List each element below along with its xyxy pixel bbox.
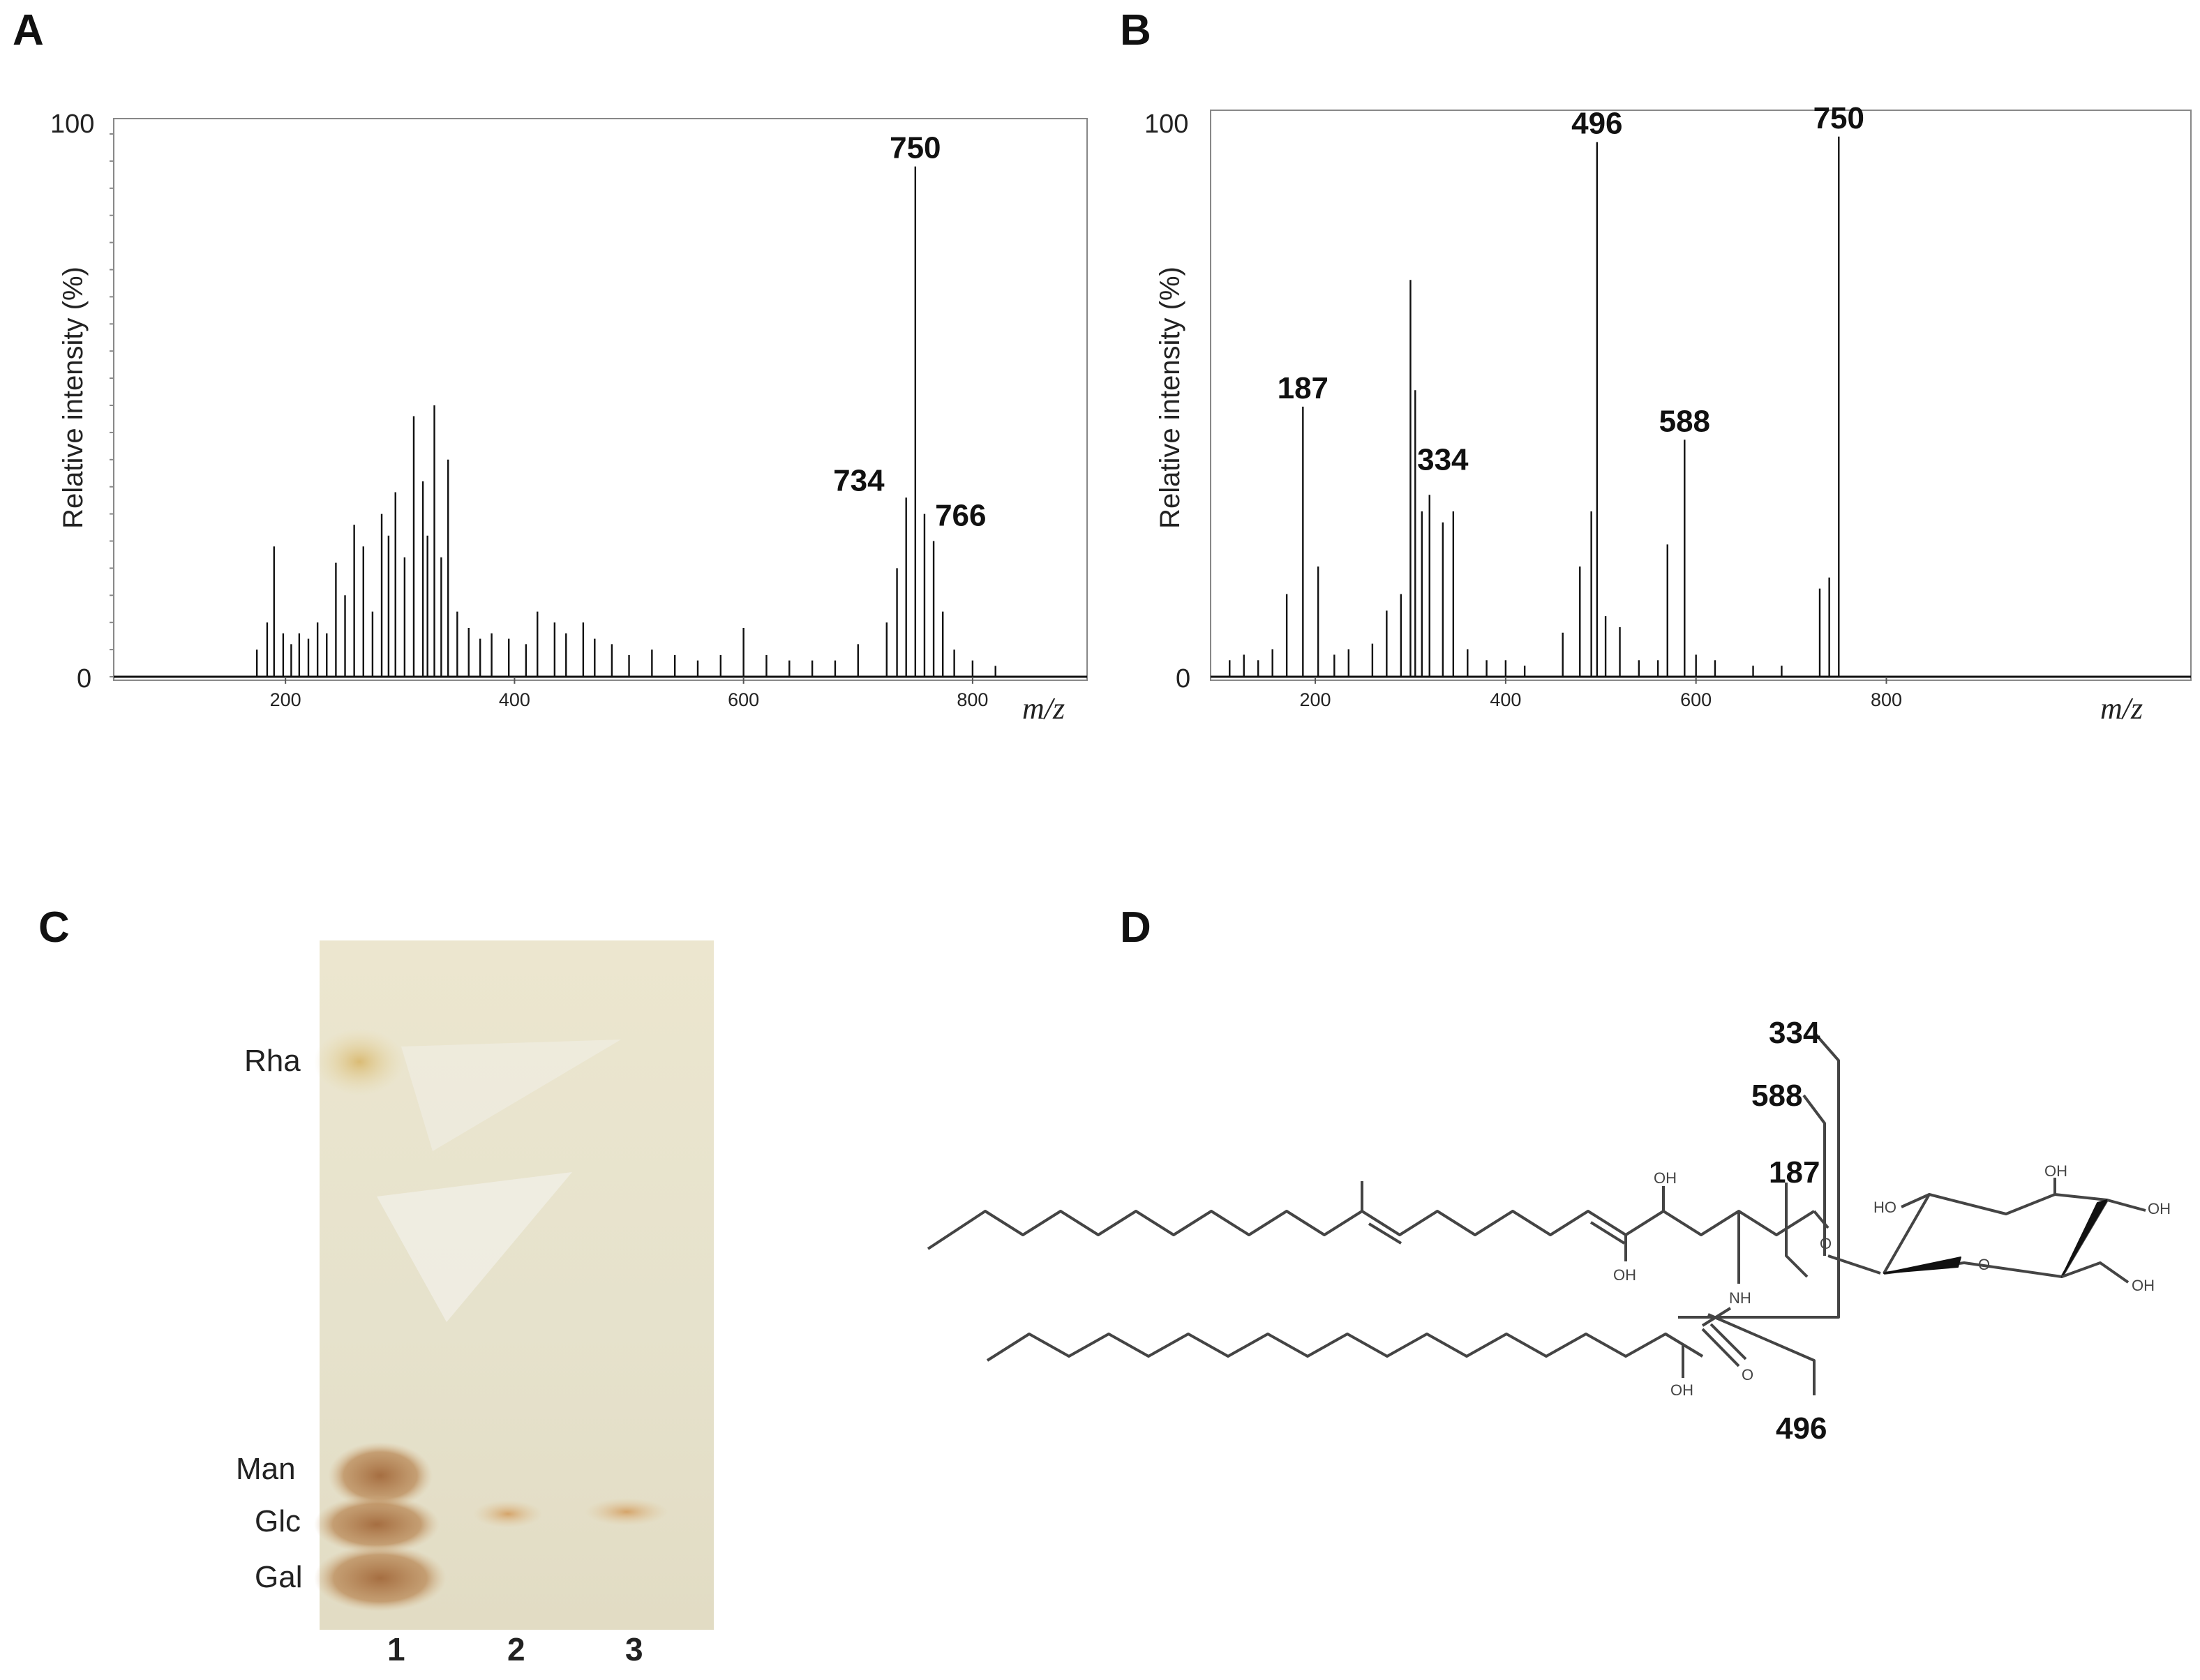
spot-glc-lane2 [473, 1500, 543, 1528]
sphingoid-chain [927, 1210, 1816, 1250]
panel-label-c: C [38, 903, 70, 952]
atom-oh-enol: OH [1613, 1266, 1636, 1284]
sugar-ring [1883, 1193, 2109, 1278]
fragment-line-187 [1785, 1183, 1809, 1278]
x-ticks-b: 200 400 600 800 [1300, 677, 1902, 710]
ring-oh-bond [1901, 1193, 1930, 1208]
wedge-bond [2061, 1199, 2108, 1277]
x-tick-label: 600 [728, 689, 759, 710]
plot-frame-b [1210, 110, 2192, 681]
peak-label: 750 [1813, 101, 1864, 135]
y-tick-100-a: 100 [50, 110, 94, 139]
fragment-line-496 [1707, 1313, 1816, 1395]
x-tick-label: 400 [499, 689, 530, 710]
panel-label-a: A [13, 6, 44, 54]
double-bond-1 [1368, 1222, 1402, 1245]
y-tick-0-b: 0 [1176, 664, 1190, 693]
lane-label-2: 2 [507, 1631, 525, 1667]
peak-label: 766 [935, 499, 986, 533]
x-tick-label: 800 [1871, 689, 1902, 710]
x-tick-label: 200 [1300, 689, 1331, 710]
peak-label: 734 [833, 463, 885, 497]
fragment-label-334: 334 [1769, 1016, 1820, 1050]
atom-o-carbonyl: O [1742, 1366, 1753, 1383]
x-ticks-a: 200 400 600 800 [270, 677, 988, 710]
y-axis-label-b: Relative intensity (%) [1155, 267, 1185, 529]
spot-glc-lane1 [314, 1495, 440, 1554]
peak-label: 334 [1417, 443, 1469, 477]
atom-o-ring: O [1978, 1256, 1990, 1273]
plot-frame-a [113, 118, 1088, 681]
tlc-plate [314, 940, 714, 1630]
chemical-structure [927, 1031, 2146, 1395]
fragment-label-187: 187 [1769, 1155, 1820, 1190]
atom-o-ether: O [1820, 1235, 1832, 1252]
fragment-label-588: 588 [1751, 1079, 1802, 1113]
x-tick-label: 400 [1490, 689, 1521, 710]
x-tick-label: 800 [957, 689, 988, 710]
x-tick-label: 600 [1680, 689, 1712, 710]
peak-labels-b: 187 334 496 588 750 [1278, 101, 1864, 477]
x-axis-label-b: m/z [2100, 691, 2143, 726]
wedge-bond [1883, 1257, 1961, 1274]
fragment-line-588 [1802, 1094, 1826, 1256]
carbonyl-bond [1701, 1328, 1740, 1367]
fragment-label-496: 496 [1776, 1411, 1827, 1446]
panel-label-d: D [1120, 903, 1151, 952]
atom-oh-ring-top: OH [2044, 1162, 2067, 1180]
peaks-b [1211, 136, 2191, 678]
tlc-label-gal: Gal [255, 1560, 302, 1594]
x-axis-label-a: m/z [1022, 691, 1065, 726]
atom-oh-ring-ch2: OH [2132, 1277, 2155, 1294]
ch2oh-bond [2061, 1261, 2130, 1284]
tlc-label-rha: Rha [244, 1044, 301, 1078]
tlc-label-man: Man [236, 1452, 296, 1486]
lane-label-3: 3 [625, 1631, 643, 1667]
peak-label: 187 [1278, 371, 1329, 405]
fatty-acyl-chain [986, 1333, 1704, 1362]
y-axis-label-a: Relative intensity (%) [58, 267, 89, 529]
peaks-a [114, 166, 1087, 678]
double-bond-2 [1589, 1221, 1626, 1245]
fragment-line-334 [1678, 1031, 1840, 1319]
peak-label: 750 [890, 131, 941, 165]
spot-glc-lane3 [585, 1498, 668, 1526]
peak-labels-a: 750 734 766 [833, 131, 986, 533]
y-minor-ticks-a [110, 133, 114, 677]
y-tick-0-a: 0 [77, 664, 91, 693]
tlc-label-glc: Glc [255, 1504, 301, 1538]
plate-glare [377, 1172, 572, 1322]
spot-gal [314, 1545, 447, 1612]
atom-oh-amide: OH [1670, 1381, 1693, 1399]
spectrum-a: 100 0 Relative intensity (%) 200 400 600 80… [50, 110, 1088, 726]
x-tick-label: 200 [270, 689, 301, 710]
ring-oh-bond [2107, 1199, 2146, 1212]
spot-man [328, 1442, 433, 1509]
peak-label: 588 [1659, 404, 1710, 438]
atom-ho-ring-left: HO [1873, 1199, 1896, 1216]
spectrum-b: 100 0 Relative intensity (%) 200 400 600 80… [1144, 101, 2192, 726]
panel-label-b: B [1120, 6, 1151, 54]
lane-label-1: 1 [387, 1631, 405, 1667]
y-tick-100-b: 100 [1144, 110, 1188, 139]
atom-nh: NH [1729, 1289, 1751, 1307]
peak-label: 496 [1571, 107, 1622, 141]
plate-glare [401, 1040, 621, 1151]
carbonyl-bond [1709, 1323, 1747, 1360]
glycosidic-bond [1827, 1254, 1881, 1275]
atom-oh-ring-right: OH [2148, 1200, 2171, 1217]
spot-rha [314, 1028, 405, 1095]
atom-oh-top: OH [1654, 1169, 1677, 1187]
